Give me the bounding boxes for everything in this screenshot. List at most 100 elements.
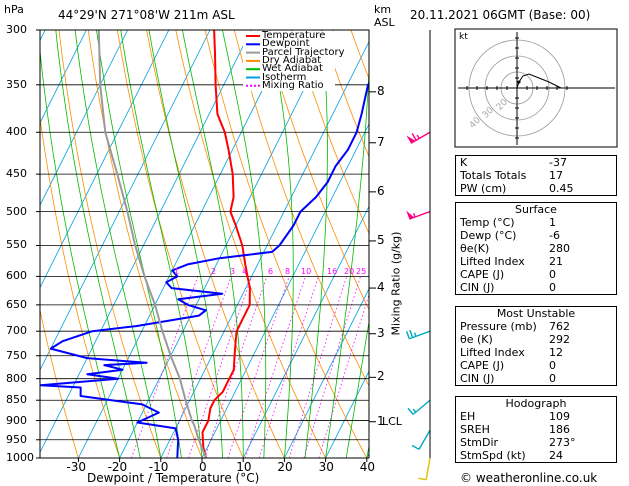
- isotherm-line: [284, 287, 369, 458]
- wind-barb: [406, 131, 431, 144]
- mixing-ratio-line: [131, 276, 199, 458]
- wind-barb-flag: [409, 329, 414, 338]
- wet-adiabat-line: [345, 319, 369, 458]
- temperature-tick-label: 40: [359, 460, 376, 474]
- wind-barb-pennant: [406, 210, 415, 220]
- pressure-tick-label: 900: [6, 413, 27, 427]
- index-label: Pressure (mb): [460, 320, 537, 333]
- altitude-tick-label: 3: [377, 325, 385, 340]
- index-value: 762: [549, 320, 570, 333]
- wind-barb-staff: [412, 399, 431, 415]
- wind-barb: [418, 457, 431, 481]
- mixing-ratio-value-label: 1: [174, 267, 180, 276]
- wind-barb-half-flag: [413, 332, 417, 337]
- legend-item-label: Mixing Ratio: [262, 79, 324, 91]
- legend-item-label: Dry Adiabat: [262, 54, 322, 66]
- index-value: 17: [549, 169, 563, 182]
- index-label: CAPE (J): [460, 359, 505, 372]
- altitude-tick-label: 7: [377, 134, 385, 149]
- pressure-tick-label: 400: [6, 125, 27, 139]
- mixing-ratio-value-label: 6: [268, 267, 274, 276]
- wet-adiabat-line: [222, 30, 267, 458]
- pressure-tick-label: 1000: [6, 451, 34, 464]
- legend-item-label: Isotherm: [262, 71, 307, 83]
- table-section-title: Hodograph: [505, 397, 567, 410]
- index-value: 0: [549, 281, 556, 294]
- table-row: Dewp (°C) -6: [456, 229, 616, 242]
- pressure-tick-label: 350: [6, 77, 27, 91]
- wind-barb-staff: [409, 330, 431, 340]
- pressure-tick-label: 850: [6, 393, 27, 407]
- dry-adiabat-line: [292, 30, 369, 235]
- wind-barb-staff: [418, 429, 431, 450]
- index-label: EH: [460, 410, 476, 423]
- table-row: θe (K) 292: [456, 333, 616, 346]
- wet-adiabat-line: [40, 47, 120, 458]
- index-label: PW (cm): [460, 182, 507, 195]
- altitude-tick-label: 8: [377, 83, 385, 98]
- lcl-label: LCL: [382, 415, 402, 428]
- pressure-tick-label: 450: [6, 167, 27, 181]
- isotherm-line: [201, 123, 369, 458]
- index-value: 109: [549, 410, 570, 423]
- index-label: Temp (°C): [460, 216, 515, 229]
- datetime-title: 20.11.2021 06GMT (Base: 00): [410, 8, 591, 22]
- series-temperature-line: [201, 30, 251, 458]
- pressure-tick-label: 650: [6, 297, 27, 311]
- index-value: 12: [549, 346, 563, 359]
- dry-adiabat-line: [321, 30, 369, 158]
- isotherm-line: [0, 30, 4, 458]
- mixing-ratio-axis-label: Mixing Ratio (g/kg): [389, 231, 403, 336]
- hodograph-unit-label: kt: [459, 32, 468, 42]
- pressure-tick-label: 950: [6, 432, 27, 446]
- temperature-tick-label: 0: [199, 460, 207, 474]
- altitude-tick-label: 5: [377, 232, 385, 247]
- index-value: 0: [549, 359, 556, 372]
- location-title: 44°29'N 271°08'W 211m ASL: [58, 8, 235, 22]
- wind-barb: [406, 210, 431, 220]
- wet-adiabat-line: [325, 61, 369, 458]
- isotherm-line: [78, 30, 293, 458]
- wet-adiabat-line: [74, 30, 162, 458]
- index-value: 21: [549, 255, 563, 268]
- most-unstable-table: Most Unstable Pressure (mb) 762 θe (K) 292 Li…: [455, 306, 617, 386]
- wind-barb-flag: [407, 407, 414, 415]
- plot-frame: [39, 29, 370, 459]
- pressure-tick-label: 500: [6, 204, 27, 218]
- index-label: CIN (J): [460, 281, 495, 294]
- legend-item-label: Dewpoint: [262, 38, 310, 50]
- altitude-tick-label: 2: [377, 369, 385, 384]
- index-value: 273°: [549, 436, 576, 449]
- mixing-ratio-value-label: 10: [301, 267, 312, 276]
- index-label: θe (K): [460, 333, 493, 346]
- temperature-tick-label: 20: [277, 460, 293, 474]
- dry-adiabat-line: [175, 30, 326, 458]
- mixing-ratio-value-label: 4: [242, 267, 248, 276]
- mixing-ratio-line: [244, 276, 306, 458]
- index-value: -37: [549, 156, 567, 169]
- isotherm-line: [119, 30, 334, 458]
- wind-barb: [405, 329, 431, 340]
- index-label: StmDir: [460, 436, 499, 449]
- index-label: Totals Totals: [460, 169, 527, 182]
- pressure-tick-label: 600: [6, 269, 27, 283]
- pressure-tick-label: 300: [6, 23, 27, 36]
- wind-barb-staff: [410, 131, 431, 144]
- wind-barb-flag: [405, 330, 410, 339]
- altitude-tick-label: 6: [377, 183, 385, 198]
- table-row: SREH 186: [456, 423, 616, 436]
- mixing-ratio-line: [288, 276, 348, 458]
- surface-table: Surface Temp (°C) 1 Dewp (°C) -6 θe(K) 280 Lift…: [455, 202, 617, 295]
- isotherm-line: [40, 30, 128, 207]
- mixing-ratio-value-label: 20: [344, 267, 355, 276]
- altitude-tick-label: 4: [377, 280, 385, 295]
- x-axis-label: Dewpoint / Temperature (°C): [87, 471, 260, 485]
- dry-adiabat-line: [263, 30, 369, 311]
- wind-barb: [411, 429, 431, 450]
- index-label: Lifted Index: [460, 255, 525, 268]
- table-row: Pressure (mb) 762: [456, 320, 616, 333]
- dry-adiabat-line: [40, 308, 79, 458]
- index-value: 24: [549, 449, 563, 462]
- pressure-tick-label: 550: [6, 238, 27, 252]
